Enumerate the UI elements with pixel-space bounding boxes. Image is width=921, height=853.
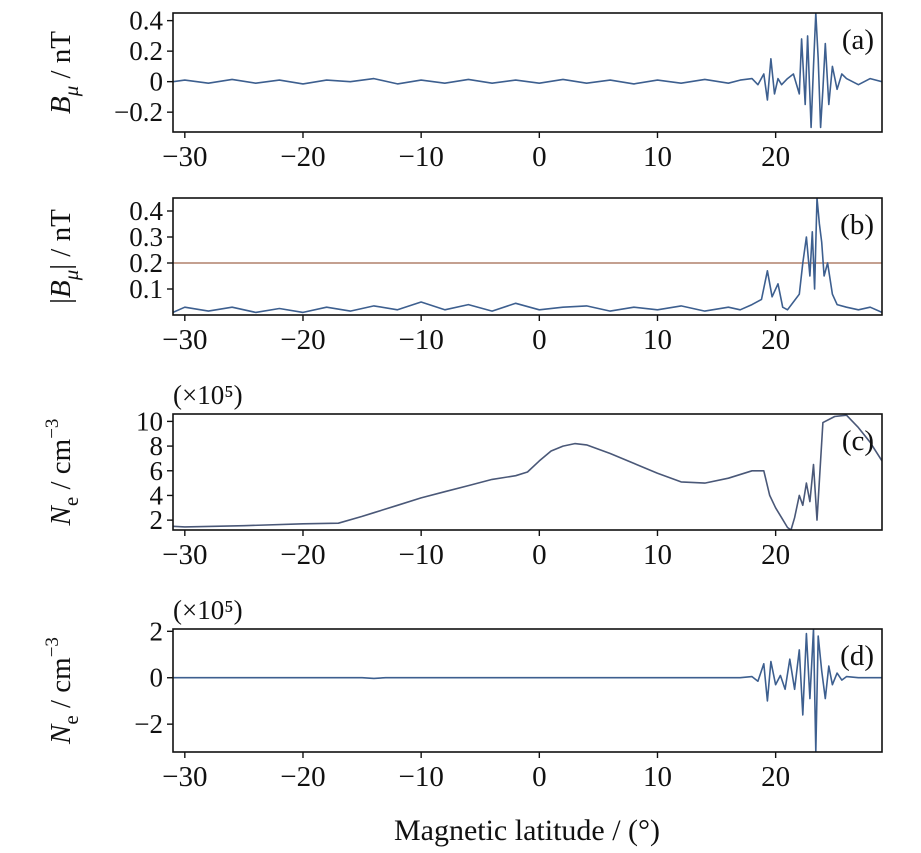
x-tick-label: −30 xyxy=(162,324,207,356)
y-tick-label: 0.2 xyxy=(129,36,163,66)
x-tick-label: −30 xyxy=(162,539,207,571)
panel-label: (b) xyxy=(840,209,874,241)
y-tick-label: 4 xyxy=(150,480,164,510)
x-tick-label: −10 xyxy=(398,539,443,571)
y-axis-label: Ne / cm−3 xyxy=(42,419,83,527)
x-tick-label: −20 xyxy=(280,539,325,571)
series-line-1 xyxy=(173,414,882,530)
x-tick-label: −10 xyxy=(398,761,443,793)
axes-frame xyxy=(172,197,883,316)
axes-frame xyxy=(172,413,883,531)
x-tick-label: 0 xyxy=(532,141,547,173)
x-tick-label: 10 xyxy=(643,539,672,571)
series-line-1 xyxy=(173,198,882,314)
y-axis-label: Bμ / nT xyxy=(45,31,83,114)
x-tick-label: 10 xyxy=(643,324,672,356)
x-tick-label: −20 xyxy=(280,324,325,356)
y-tick-label: −2 xyxy=(134,709,163,739)
x-tick-label: 20 xyxy=(761,324,790,356)
x-tick-label: 10 xyxy=(643,761,672,793)
axes-frame xyxy=(172,12,883,133)
scale-multiplier: (×10⁵) xyxy=(173,595,243,625)
x-axis-label: Magnetic latitude / (°) xyxy=(394,814,660,847)
x-tick-label: −20 xyxy=(280,141,325,173)
y-tick-label: 0 xyxy=(150,67,164,97)
x-tick-label: −10 xyxy=(398,324,443,356)
panel-1: −30 −20 −10 0 10 20−0.200.20.4(a)Bμ / nT xyxy=(45,6,883,173)
x-tick-label: −10 xyxy=(398,141,443,173)
y-tick-label: −0.2 xyxy=(114,97,163,127)
y-tick-label: 6 xyxy=(150,456,164,486)
panel-label: (a) xyxy=(842,24,874,56)
x-tick-label: 20 xyxy=(761,539,790,571)
x-tick-label: −30 xyxy=(162,141,207,173)
panel-label: (c) xyxy=(842,425,874,457)
x-tick-label: 0 xyxy=(532,324,547,356)
x-tick-label: −30 xyxy=(162,761,207,793)
x-tick-label: 0 xyxy=(532,761,547,793)
series-line-1 xyxy=(173,629,882,752)
y-tick-label: 0.2 xyxy=(129,248,163,278)
y-tick-label: 0.3 xyxy=(129,222,163,252)
panel-2: −30 −20 −10 0 10 20 0.10.20.30.4 (b) |Bμ| / nT xyxy=(45,196,883,356)
x-tick-label: 20 xyxy=(761,141,790,173)
panel-4: −30 −20 −10 0 10 20−202(d)(×10⁵)Ne / cm−3 xyxy=(42,595,883,793)
panel-label: (d) xyxy=(840,640,874,672)
y-axis-label: |Bμ| / nT xyxy=(45,209,83,304)
scale-multiplier: (×10⁵) xyxy=(173,380,243,410)
y-axis-label: Ne / cm−3 xyxy=(42,637,83,745)
y-tick-label: 0.4 xyxy=(129,6,163,36)
series-line-1 xyxy=(173,13,882,129)
y-tick-label: 0.4 xyxy=(129,196,163,226)
y-tick-label: 0 xyxy=(150,663,164,693)
x-tick-label: 0 xyxy=(532,539,547,571)
x-tick-label: 10 xyxy=(643,141,672,173)
y-tick-label: 2 xyxy=(150,505,164,535)
y-tick-label: 0.1 xyxy=(129,274,163,304)
y-tick-label: 10 xyxy=(136,406,163,436)
y-tick-label: 2 xyxy=(150,616,164,646)
x-tick-label: −20 xyxy=(280,761,325,793)
x-tick-label: 20 xyxy=(761,761,790,793)
axes-frame xyxy=(172,628,883,753)
y-tick-label: 8 xyxy=(150,431,164,461)
